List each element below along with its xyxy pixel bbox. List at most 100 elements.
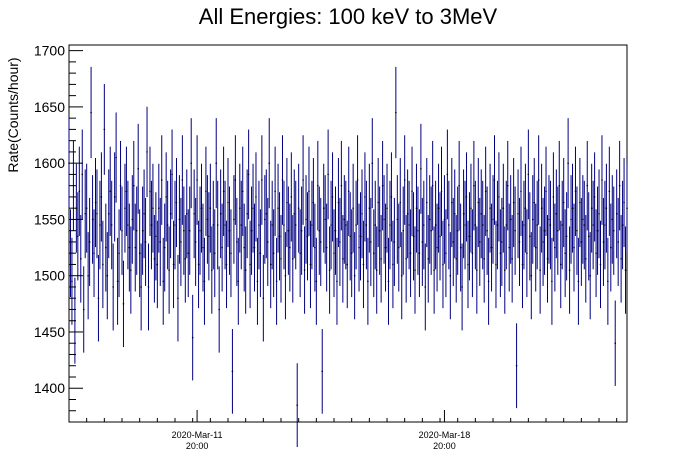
data-point	[293, 213, 296, 215]
data-point	[97, 297, 100, 300]
data-point	[504, 269, 506, 271]
y-tick-label: 1400	[34, 380, 65, 396]
data-point	[100, 196, 103, 198]
data-point	[448, 224, 450, 226]
data-point	[607, 280, 609, 283]
data-point	[608, 190, 611, 193]
data-point	[128, 246, 131, 249]
data-point	[465, 196, 468, 198]
data-point	[361, 213, 363, 215]
data-point	[350, 252, 353, 254]
data-point	[417, 229, 419, 232]
data-point	[481, 224, 484, 226]
data-point	[202, 246, 204, 249]
data-point	[347, 190, 350, 193]
data-point	[314, 246, 316, 249]
data-point	[328, 269, 331, 271]
data-point	[152, 207, 154, 209]
data-point	[452, 241, 455, 243]
data-point	[255, 196, 257, 198]
data-point	[141, 229, 144, 232]
data-point	[177, 297, 179, 300]
data-point	[408, 224, 410, 226]
data-point	[284, 274, 287, 277]
data-point	[409, 252, 412, 254]
data-point	[501, 241, 503, 243]
data-point	[79, 258, 82, 260]
data-point	[498, 196, 500, 198]
data-point	[208, 235, 210, 238]
data-point	[268, 162, 271, 164]
data-point	[290, 196, 293, 198]
data-point	[570, 218, 572, 221]
data-point	[586, 184, 589, 187]
data-point	[495, 263, 497, 266]
data-point	[155, 235, 157, 238]
data-point	[140, 286, 142, 288]
data-point	[103, 128, 106, 131]
data-point	[384, 246, 387, 249]
data-point	[178, 218, 181, 221]
data-point	[324, 218, 326, 221]
data-point	[306, 235, 309, 238]
data-point	[590, 207, 593, 209]
data-point	[618, 184, 621, 187]
x-tick-label-date: 2020-Mar-18	[419, 430, 471, 440]
data-point	[390, 196, 393, 198]
data-point	[193, 213, 195, 215]
data-point	[134, 246, 137, 249]
data-point	[610, 246, 612, 249]
data-point	[449, 274, 452, 277]
data-point	[297, 207, 300, 209]
data-point	[219, 213, 222, 215]
data-point	[425, 201, 428, 204]
data-point	[587, 235, 590, 238]
data-point	[464, 224, 466, 226]
data-point	[322, 207, 325, 209]
data-point	[337, 201, 340, 204]
data-point	[562, 201, 565, 204]
y-tick-label: 1550	[34, 211, 65, 227]
data-point	[476, 269, 478, 271]
data-point	[256, 280, 259, 283]
data-point	[261, 179, 263, 181]
data-point	[506, 184, 509, 187]
data-points	[68, 111, 628, 406]
data-point	[542, 241, 544, 243]
data-point	[418, 252, 421, 254]
data-point	[317, 184, 319, 187]
data-point	[318, 229, 321, 232]
data-point	[372, 252, 375, 254]
data-point	[109, 190, 112, 193]
data-point	[150, 224, 153, 226]
data-point	[175, 201, 178, 204]
data-point	[492, 218, 494, 221]
data-point	[327, 173, 329, 176]
data-point	[402, 229, 405, 232]
data-point	[478, 241, 481, 243]
data-point	[592, 224, 594, 226]
data-point	[473, 184, 475, 187]
data-point	[146, 151, 148, 153]
data-point	[196, 179, 198, 181]
data-point	[474, 224, 477, 226]
data-point	[579, 201, 581, 204]
data-point	[599, 263, 602, 266]
data-point	[458, 184, 460, 187]
data-point	[558, 184, 561, 187]
data-point	[483, 258, 485, 260]
data-point	[82, 308, 85, 311]
data-point	[206, 218, 209, 221]
data-point	[434, 224, 437, 226]
data-point	[352, 207, 354, 209]
data-point	[187, 252, 190, 254]
data-point	[309, 263, 312, 266]
data-point	[205, 190, 207, 193]
data-point	[262, 297, 265, 300]
y-tick-label: 1600	[34, 155, 65, 171]
data-point	[582, 218, 584, 221]
data-point	[266, 241, 269, 243]
data-point	[99, 224, 101, 226]
data-point	[300, 229, 303, 232]
